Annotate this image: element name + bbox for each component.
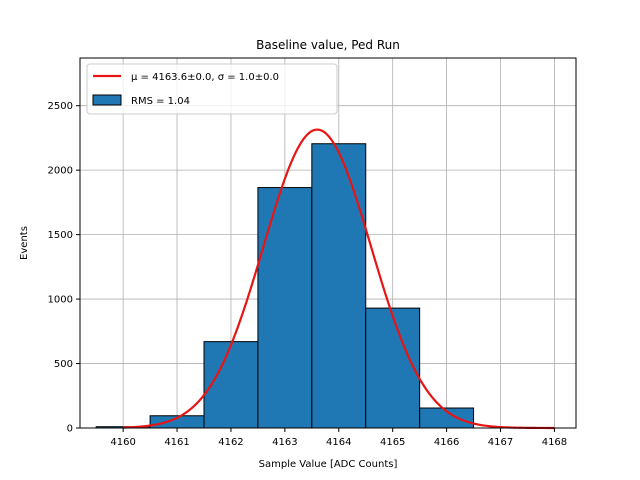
plot-frame bbox=[79, 57, 577, 429]
x-tick-label: 4160 bbox=[110, 437, 135, 448]
legend-fit-label: μ = 4163.6±0.0, σ = 1.0±0.0 bbox=[131, 72, 279, 83]
x-tick-label: 4162 bbox=[218, 437, 243, 448]
legend-hist-label: RMS = 1.04 bbox=[131, 96, 190, 107]
x-tick-label: 4167 bbox=[488, 437, 513, 448]
histogram-bar bbox=[311, 143, 367, 429]
histogram-bar bbox=[257, 187, 313, 429]
x-tick-label: 4166 bbox=[434, 437, 459, 448]
y-tick-label: 0 bbox=[67, 424, 73, 435]
y-tick-label: 1000 bbox=[48, 295, 73, 306]
x-tick-label: 4164 bbox=[326, 437, 351, 448]
histogram-bar bbox=[365, 307, 421, 429]
y-tick-label: 2000 bbox=[48, 166, 73, 177]
y-tick-label: 1500 bbox=[48, 230, 73, 241]
x-axis-label: Sample Value [ADC Counts] bbox=[259, 459, 398, 470]
legend-box bbox=[86, 63, 338, 115]
x-axis-ticks: 4160 4161 4162 4163 4164 4165 4166 4167 4168 bbox=[110, 428, 567, 448]
chart-title: Baseline value, Ped Run bbox=[256, 38, 400, 52]
histogram-bar bbox=[203, 341, 259, 429]
x-tick-label: 4163 bbox=[272, 437, 297, 448]
x-tick-label: 4165 bbox=[380, 437, 405, 448]
x-tick-label: 4161 bbox=[164, 437, 189, 448]
y-axis-label: Events bbox=[19, 226, 30, 260]
legend-hist-swatch bbox=[92, 94, 122, 106]
y-tick-label: 500 bbox=[54, 359, 73, 370]
x-tick-label: 4168 bbox=[542, 437, 567, 448]
gaussian-fit-curve bbox=[123, 128, 555, 430]
y-axis-ticks: 0 500 1000 1500 2000 2500 bbox=[48, 101, 80, 435]
histogram-bars bbox=[95, 143, 475, 429]
legend: μ = 4163.6±0.0, σ = 1.0±0.0 RMS = 1.04 bbox=[86, 63, 338, 115]
y-tick-label: 2500 bbox=[48, 101, 73, 112]
